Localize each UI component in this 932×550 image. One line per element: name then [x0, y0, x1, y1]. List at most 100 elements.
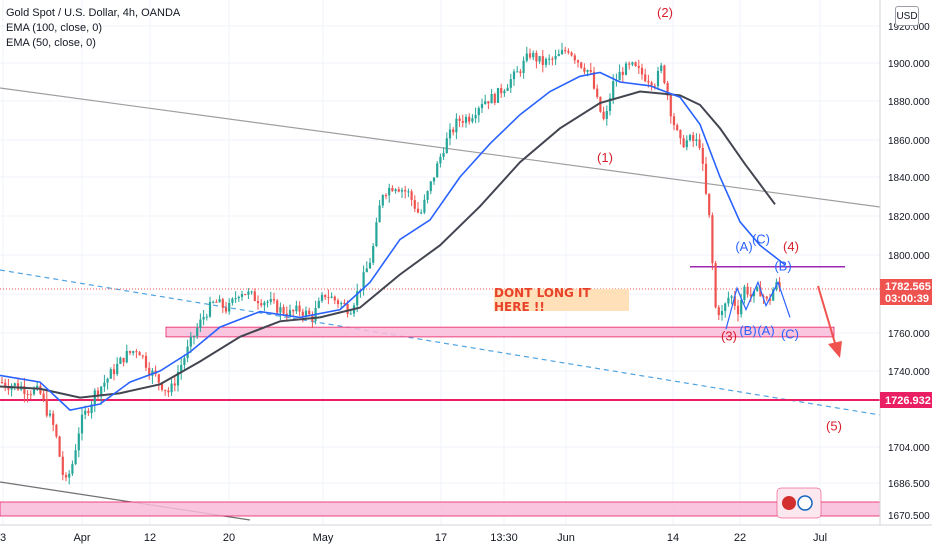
candle-body [180, 364, 183, 372]
candle-body [551, 58, 554, 60]
candle-body [701, 148, 704, 164]
warning-annotation: DONT LONG IT HERE !! [494, 286, 629, 314]
candle-body [621, 71, 624, 75]
legend-ema50: EMA (50, close, 0) [6, 37, 96, 49]
x-tick-label: Jul [813, 532, 827, 544]
candle-body [480, 104, 484, 109]
candle-body [112, 369, 116, 375]
candle-body [0, 382, 4, 384]
candle-body [244, 294, 247, 296]
candle-body [68, 473, 71, 478]
candle-body [650, 82, 653, 86]
candle-body [288, 310, 292, 317]
candle-body [423, 199, 426, 213]
candle-body [653, 85, 656, 87]
candle-body [340, 303, 343, 305]
candle-body [496, 88, 500, 103]
candle-body [167, 390, 170, 393]
candle-body [698, 139, 701, 149]
candle-body [205, 316, 208, 318]
candle-body [170, 383, 173, 393]
candle-body [173, 383, 176, 386]
candle-body [45, 399, 48, 416]
candle-body [672, 116, 676, 126]
candle-body [471, 118, 474, 122]
candle-body [567, 50, 570, 53]
candle-body [743, 286, 746, 301]
candle-body [688, 135, 692, 141]
y-tick-label: 1820.000 [888, 212, 930, 223]
candle-body [692, 135, 695, 142]
candle-body [384, 195, 388, 197]
candle-body [618, 71, 621, 81]
candle-body [247, 291, 250, 295]
candle-body [413, 200, 416, 209]
candle-body [589, 70, 592, 72]
candle-body [756, 287, 759, 291]
x-tick-label: May [313, 532, 334, 544]
projection-arrow [817, 285, 842, 358]
candle-body [90, 404, 93, 414]
x-tick-label: 3 [0, 532, 6, 544]
candle-body [596, 88, 599, 97]
candle-body [186, 346, 189, 359]
candle-body [461, 120, 464, 123]
wave-zigzag [725, 280, 791, 330]
candle-body [522, 60, 525, 73]
candle-body [29, 394, 32, 396]
candle-body [605, 110, 608, 119]
y-tick-label: 1704.000 [888, 443, 930, 454]
candle-body [576, 60, 580, 63]
candle-body [391, 187, 394, 192]
candle-body [544, 58, 548, 65]
dashed-trendline [0, 269, 881, 416]
candle-body [560, 50, 564, 54]
candle-body [602, 111, 605, 119]
y-tick-label: 1670.500 [888, 511, 930, 522]
candle-body [580, 62, 583, 68]
candle-body [768, 298, 772, 301]
candle-body [564, 50, 567, 52]
ema-lines [0, 71, 786, 411]
candle-body [426, 191, 429, 200]
candle-body [164, 389, 167, 391]
candle-body [420, 212, 423, 214]
candle-body [749, 294, 752, 297]
wave-label-minor: (A) [735, 239, 752, 254]
candle-body [279, 307, 282, 313]
candle-body [42, 393, 45, 400]
y-tick-label: 1920.000 [888, 22, 930, 33]
candle-body [634, 62, 637, 67]
candle-body [23, 386, 26, 394]
candle-body [583, 67, 586, 72]
candle-body [333, 296, 336, 301]
candle-body [308, 310, 311, 315]
candle-body [157, 374, 160, 383]
candle-body [87, 410, 90, 414]
x-tick-label: 14 [667, 532, 679, 544]
candle-body [138, 352, 141, 356]
candle-body [253, 291, 256, 302]
candle-body [669, 95, 672, 117]
candle-body [394, 189, 397, 192]
candle-body [711, 215, 714, 264]
candle-body [74, 450, 77, 465]
wave-label-major: (4) [783, 239, 799, 254]
candle-body [612, 81, 615, 99]
support-zone-lower [0, 501, 881, 517]
wave-label-minor: (B) [774, 259, 791, 274]
candle-body [80, 414, 84, 434]
currency-button[interactable]: USD [895, 6, 919, 26]
candle-body [708, 193, 711, 216]
chart-legend: Gold Spot / U.S. Dollar, 4h, OANDA EMA (… [6, 6, 180, 51]
candle-body [714, 263, 717, 308]
candle-body [554, 56, 557, 60]
candle-body [452, 129, 455, 133]
candle-body [509, 79, 512, 88]
candle-body [215, 301, 218, 303]
candle-body [93, 390, 96, 405]
candle-body [224, 307, 228, 312]
candle-body [317, 300, 320, 308]
candle-body [484, 101, 487, 105]
